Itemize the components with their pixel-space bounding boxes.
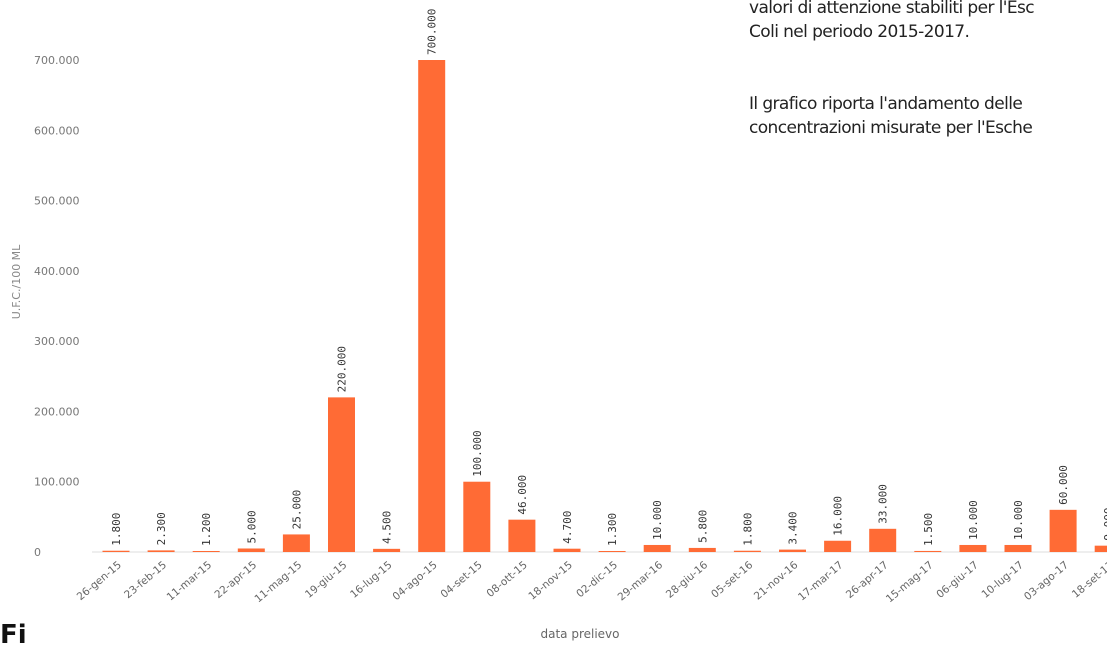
x-tick-label: 16-lug-15 (348, 559, 394, 601)
x-tick-label: 04-set-15 (438, 559, 484, 601)
bar-15-mag-17[interactable] (914, 551, 941, 552)
data-label: 10.000 (967, 500, 980, 540)
data-label: 1.300 (606, 513, 619, 546)
x-tick-label: 17-mar-17 (796, 559, 846, 603)
bar-04-ago-15[interactable] (418, 60, 445, 552)
bar-18-nov-15[interactable] (554, 549, 581, 552)
bar-08-ott-15[interactable] (508, 520, 535, 552)
data-label: 16.000 (832, 496, 845, 536)
bar-28-giu-16[interactable] (689, 548, 716, 552)
data-label: 220.000 (336, 346, 349, 392)
data-label: 5.000 (245, 510, 258, 543)
y-tick-label: 0 (34, 546, 41, 559)
x-tick-label: 05-set-16 (709, 559, 756, 601)
y-tick-label: 700.000 (34, 54, 80, 67)
bar-11-mag-15[interactable] (283, 534, 310, 552)
bar-26-gen-15[interactable] (103, 551, 130, 552)
x-tick-label: 22-apr-15 (212, 559, 259, 601)
bar-03-ago-17[interactable] (1050, 510, 1077, 552)
x-tick-label: 11-mag-15 (252, 559, 304, 605)
x-tick-label: 02-dic-15 (574, 559, 620, 600)
data-label: 9.000 (1102, 508, 1107, 541)
bar-10-lug-17[interactable] (1005, 545, 1032, 552)
bar-23-feb-15[interactable] (148, 550, 175, 552)
data-label: 1.800 (110, 513, 123, 546)
bar-05-set-16[interactable] (734, 551, 761, 552)
description-line: Coli nel periodo 2015-2017. (749, 20, 1107, 44)
description-line: valori di attenzione stabiliti per l'Esc (749, 0, 1107, 20)
description-paragraph-1: valori di attenzione stabiliti per l'Esc… (749, 0, 1107, 44)
x-tick-label: 29-mar-16 (616, 559, 666, 603)
data-label: 1.200 (200, 513, 213, 546)
data-label: 4.700 (561, 511, 574, 544)
x-tick-label: 19-giu-15 (303, 559, 349, 601)
y-tick-label: 400.000 (34, 265, 80, 278)
description-paragraph-2: Il grafico riporta l'andamento delle con… (749, 92, 1107, 140)
bar-29-mar-16[interactable] (644, 545, 671, 552)
x-tick-label: 06-giu-17 (934, 559, 980, 601)
data-label: 4.500 (381, 511, 394, 544)
data-label: 60.000 (1057, 465, 1070, 505)
x-tick-label: 08-ott-15 (484, 559, 529, 600)
y-tick-label: 600.000 (34, 124, 80, 137)
x-tick-label: 26-apr-17 (844, 559, 891, 601)
description-line: concentrazioni misurate per l'Esche (749, 116, 1107, 140)
x-tick-label: 10-lug-17 (979, 559, 1025, 601)
data-label: 25.000 (290, 490, 303, 530)
x-axis-title: data prelievo (540, 627, 619, 641)
description-line: Il grafico riporta l'andamento delle (749, 92, 1107, 116)
bar-02-dic-15[interactable] (599, 551, 626, 552)
y-tick-label: 100.000 (34, 476, 80, 489)
data-label: 10.000 (651, 500, 664, 540)
x-tick-label: 23-feb-15 (122, 559, 169, 601)
y-tick-label: 500.000 (34, 195, 80, 208)
bar-06-giu-17[interactable] (959, 545, 986, 552)
y-tick-label: 300.000 (34, 335, 80, 348)
bar-18-set-17[interactable] (1095, 546, 1107, 552)
x-axis: 26-gen-1523-feb-1511-mar-1522-apr-1511-m… (75, 559, 1107, 605)
bar-17-mar-17[interactable] (824, 541, 851, 552)
x-tick-label: 11-mar-15 (165, 559, 215, 603)
bar-26-apr-17[interactable] (869, 529, 896, 552)
bar-22-apr-15[interactable] (238, 548, 265, 552)
data-label: 5.800 (696, 510, 709, 543)
data-label: 700.000 (426, 9, 439, 55)
bars-group: 1.800 2.300 1.200 5.000 25.000 220.000 4.500 70… (103, 9, 1107, 552)
x-tick-label: 03-ago-17 (1022, 559, 1071, 603)
figure-label: Fi (0, 620, 27, 650)
data-label: 1.500 (922, 513, 935, 546)
bar-16-lug-15[interactable] (373, 549, 400, 552)
bar-04-set-15[interactable] (463, 482, 490, 552)
bar-19-giu-15[interactable] (328, 397, 355, 552)
y-tick-label: 200.000 (34, 405, 80, 418)
x-tick-label: 15-mag-17 (884, 559, 936, 605)
x-tick-label: 04-ago-15 (391, 559, 440, 603)
data-label: 46.000 (516, 475, 529, 515)
data-label: 2.300 (155, 512, 168, 545)
x-tick-label: 18-set-17 (1070, 559, 1107, 601)
x-tick-label: 28-giu-16 (664, 559, 711, 601)
x-tick-label: 18-nov-15 (526, 559, 575, 602)
bar-21-nov-16[interactable] (779, 550, 806, 552)
data-label: 100.000 (471, 430, 484, 476)
data-label: 33.000 (877, 484, 890, 524)
data-label: 10.000 (1012, 500, 1025, 540)
y-axis-title: U.F.C./100 ML (10, 244, 23, 319)
data-label: 3.400 (787, 511, 800, 544)
x-tick-label: 26-gen-15 (75, 559, 124, 603)
data-label: 1.800 (741, 513, 754, 546)
bar-11-mar-15[interactable] (193, 551, 220, 552)
x-tick-label: 21-nov-16 (752, 559, 801, 603)
